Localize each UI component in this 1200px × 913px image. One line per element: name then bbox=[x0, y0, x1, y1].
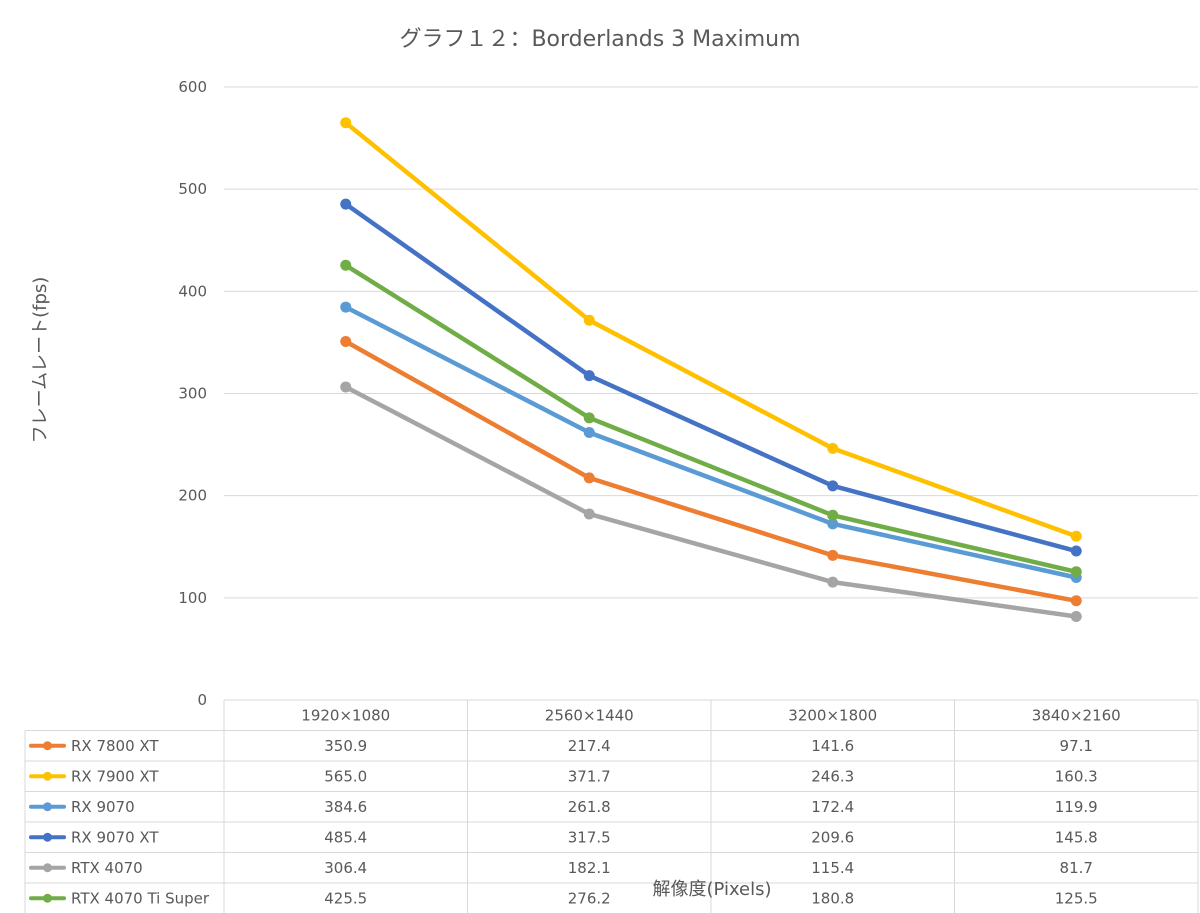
x-category-label: 3200×1800 bbox=[788, 706, 877, 724]
data-value-cell: 172.4 bbox=[811, 798, 854, 816]
data-point bbox=[340, 198, 352, 210]
series-line bbox=[343, 339, 1079, 604]
legend-marker bbox=[43, 802, 52, 812]
data-value-cell: 160.3 bbox=[1055, 767, 1098, 785]
legend-label: RX 7900 XT bbox=[71, 767, 159, 785]
legend-marker bbox=[43, 832, 52, 842]
data-value-cell: 261.8 bbox=[568, 798, 611, 816]
y-axis-ticks: 0 100 200 300 400 500 600 bbox=[178, 78, 207, 709]
legend-marker bbox=[43, 771, 52, 781]
legend-marker bbox=[43, 893, 52, 903]
data-value-cell: 81.7 bbox=[1060, 859, 1093, 877]
data-point bbox=[827, 509, 839, 521]
data-point bbox=[583, 427, 595, 439]
data-point bbox=[583, 508, 595, 520]
data-point bbox=[1070, 611, 1082, 623]
legend-label: RTX 4070 bbox=[71, 859, 143, 877]
series-lines bbox=[340, 117, 1082, 623]
data-point bbox=[827, 518, 839, 530]
data-value-cell: 317.5 bbox=[568, 828, 611, 846]
gridlines bbox=[224, 86, 1198, 599]
data-value-cell: 115.4 bbox=[811, 859, 854, 877]
data-value-cell: 217.4 bbox=[568, 737, 611, 755]
data-value-cell: 306.4 bbox=[324, 859, 367, 877]
y-axis-label: フレームレート(fps) bbox=[30, 277, 51, 444]
x-category-label: 3840×2160 bbox=[1032, 706, 1121, 724]
x-category-label: 2560×1440 bbox=[545, 706, 634, 724]
y-tick-label: 600 bbox=[178, 78, 207, 96]
legend-label: RTX 4070 Ti Super bbox=[71, 889, 210, 907]
y-tick-label: 500 bbox=[178, 180, 207, 198]
y-tick-label: 0 bbox=[197, 691, 207, 709]
data-point bbox=[827, 576, 839, 588]
legend-marker bbox=[43, 741, 52, 751]
y-tick-label: 300 bbox=[178, 385, 207, 403]
data-value-cell: 425.5 bbox=[324, 889, 367, 907]
legend-marker bbox=[43, 863, 52, 873]
data-point bbox=[340, 301, 352, 313]
data-point bbox=[583, 472, 595, 484]
series-line bbox=[343, 384, 1079, 619]
chart-title: グラフ１２：Borderlands 3 Maximum bbox=[399, 27, 800, 52]
data-point bbox=[1070, 595, 1082, 607]
data-value-cell: 246.3 bbox=[811, 767, 854, 785]
legend-label: RX 7800 XT bbox=[71, 737, 159, 755]
series-line bbox=[343, 201, 1079, 554]
data-value-cell: 141.6 bbox=[811, 737, 854, 755]
data-point bbox=[827, 442, 839, 454]
legend-label: RX 9070 XT bbox=[71, 828, 159, 846]
y-tick-label: 200 bbox=[178, 487, 207, 505]
data-point bbox=[827, 480, 839, 492]
data-value-cell: 119.9 bbox=[1055, 798, 1098, 816]
legend-label: RX 9070 bbox=[71, 798, 135, 816]
data-point bbox=[1070, 530, 1082, 542]
data-value-cell: 485.4 bbox=[324, 828, 367, 846]
x-axis-label: 解像度(Pixels) bbox=[652, 879, 771, 900]
data-value-cell: 182.1 bbox=[568, 859, 611, 877]
data-value-cell: 384.6 bbox=[324, 798, 367, 816]
data-point bbox=[340, 117, 352, 129]
data-value-cell: 350.9 bbox=[324, 737, 367, 755]
data-point bbox=[340, 335, 352, 347]
data-point bbox=[1070, 566, 1082, 578]
data-value-cell: 180.8 bbox=[811, 889, 854, 907]
y-tick-label: 100 bbox=[178, 589, 207, 607]
data-point bbox=[583, 412, 595, 424]
data-value-cell: 209.6 bbox=[811, 828, 854, 846]
data-value-cell: 125.5 bbox=[1055, 889, 1098, 907]
series-line bbox=[343, 263, 1079, 575]
series-line bbox=[343, 120, 1079, 539]
data-point bbox=[340, 381, 352, 393]
data-value-cell: 276.2 bbox=[568, 889, 611, 907]
x-category-label: 1920×1080 bbox=[301, 706, 390, 724]
data-value-cell: 145.8 bbox=[1055, 828, 1098, 846]
data-table: 1920×1080 2560×1440 3200×1800 3840×2160 RX 7… bbox=[24, 699, 1199, 913]
data-point bbox=[827, 549, 839, 561]
series-line bbox=[343, 304, 1079, 580]
data-point bbox=[340, 259, 352, 271]
data-value-cell: 565.0 bbox=[324, 767, 367, 785]
data-value-cell: 97.1 bbox=[1060, 737, 1093, 755]
data-point bbox=[1070, 545, 1082, 557]
data-point bbox=[583, 314, 595, 326]
data-value-cell: 371.7 bbox=[568, 767, 611, 785]
y-tick-label: 400 bbox=[178, 282, 207, 300]
data-point bbox=[583, 370, 595, 382]
